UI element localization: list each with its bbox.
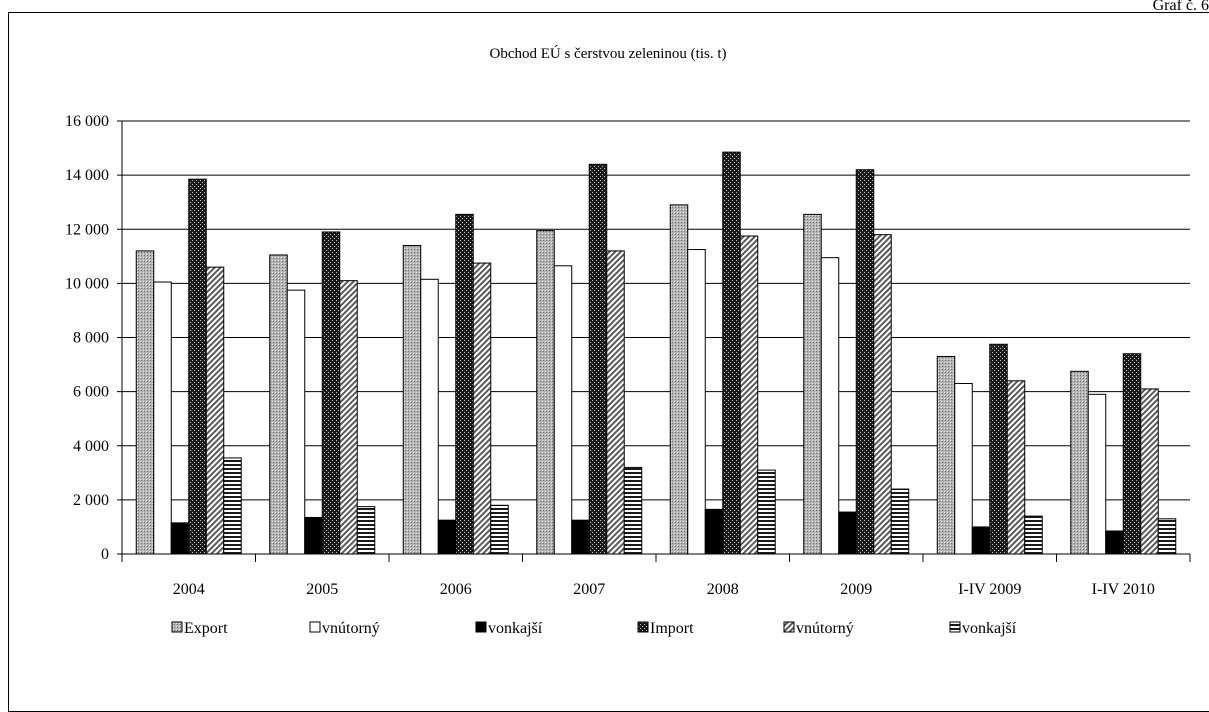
axes [117, 120, 1191, 562]
bar-vonkajší-5-0 [223, 457, 242, 555]
y-tick-label: 12 000 [65, 221, 109, 238]
bar-vnútorný-1-6 [954, 383, 973, 555]
x-tick-label: 2004 [173, 581, 205, 598]
legend-label: vnútorný [322, 620, 380, 637]
bar-import-3-5 [855, 169, 875, 555]
y-tick-label: 8 000 [73, 330, 109, 347]
bar-vnútorný-1-2 [420, 278, 439, 555]
legend-swatch [309, 621, 321, 633]
legend-swatch [949, 621, 961, 633]
bar-export-0-7 [1070, 370, 1089, 555]
bar-import-3-2 [455, 213, 474, 555]
legend-label: Import [650, 620, 694, 637]
bar-vnútorný-4-2 [472, 262, 492, 555]
bar-vonkajší-5-4 [757, 469, 776, 555]
legend-label: vonkajší [488, 620, 543, 637]
bar-vonkajší-5-2 [490, 504, 509, 555]
chart-title: Obchod EÚ s čerstvou zeleninou (tis. t) [489, 45, 726, 62]
bar-export-0-4 [669, 204, 689, 555]
bar-vnútorný-1-3 [553, 265, 573, 555]
bar-vnútorný-1-7 [1087, 393, 1107, 555]
bar-vonkajší-2-6 [971, 526, 991, 555]
bar-vnútorný-4-7 [1140, 388, 1159, 555]
y-axis-tick-labels: 0 2 000 4 000 6 000 8 000 10 000 12 000 14 000 1… [65, 113, 109, 563]
legend-swatch [637, 621, 649, 633]
bar-vnútorný-4-6 [1006, 380, 1026, 555]
legend-swatch [783, 621, 795, 633]
legend-swatch [171, 621, 183, 633]
bar-import-3-4 [722, 151, 741, 555]
bar-vnútorný-4-1 [339, 280, 358, 555]
bar-import-3-6 [989, 343, 1008, 555]
bar-import-3-7 [1122, 353, 1142, 555]
bar-vnútorný-1-1 [286, 289, 306, 555]
bar-vnútorný-1-5 [820, 257, 840, 555]
bar-export-0-1 [269, 254, 288, 555]
bar-vonkajší-2-4 [704, 508, 724, 555]
bar-vonkajší-5-1 [356, 506, 376, 555]
bar-export-0-2 [402, 244, 422, 555]
y-tick-label: 4 000 [73, 438, 109, 455]
x-tick-label: I-IV 2010 [1092, 581, 1155, 598]
bars [135, 151, 1177, 555]
bar-vnútorný-1-4 [687, 249, 706, 555]
bar-vonkajší-2-0 [170, 522, 190, 555]
x-tick-label: 2006 [440, 581, 472, 598]
bar-vonkajší-5-5 [890, 488, 910, 555]
bar-vonkajší-2-7 [1105, 530, 1124, 555]
bar-vnútorný-4-5 [873, 234, 892, 555]
bar-vnútorný-1-0 [153, 281, 172, 555]
legend: Export vnútorný vonkajší Import vnútorný vonk… [171, 620, 1017, 637]
legend-label: Export [184, 620, 228, 637]
bar-vonkajší-5-6 [1024, 515, 1043, 555]
y-tick-label: 2 000 [73, 492, 109, 509]
x-axis-category-labels: 2004 2005 2006 2007 2008 2009 I-IV 2009 I-IV 20… [173, 581, 1155, 598]
x-tick-label: 2005 [306, 581, 338, 598]
y-tick-label: 10 000 [65, 275, 109, 292]
bar-export-0-5 [803, 213, 822, 555]
bar-import-3-3 [588, 163, 608, 555]
x-tick-label: 2009 [840, 581, 872, 598]
bar-import-3-1 [321, 231, 341, 555]
legend-swatch [475, 621, 487, 633]
bar-vnútorný-4-3 [606, 250, 625, 555]
bar-import-3-0 [188, 178, 207, 555]
bar-vonkajší-2-2 [437, 519, 457, 555]
bar-export-0-3 [536, 230, 555, 555]
bar-vnútorný-4-4 [739, 235, 759, 555]
figure-number: Graf č. 6 [1152, 0, 1209, 14]
chart-svg: Obchod EÚ s čerstvou zeleninou (tis. t) … [65, 45, 1191, 637]
legend-label: vonkajší [962, 620, 1017, 637]
y-tick-label: 6 000 [73, 384, 109, 401]
legend-label: vnútorný [796, 620, 854, 637]
x-tick-label: 2007 [573, 581, 605, 598]
bar-vonkajší-5-3 [623, 466, 643, 555]
bar-vonkajší-2-5 [838, 511, 857, 555]
bar-export-0-6 [936, 355, 956, 555]
y-tick-label: 14 000 [65, 167, 109, 184]
bar-vnútorný-4-0 [205, 266, 225, 555]
y-tick-label: 0 [101, 546, 109, 563]
bar-export-0-0 [135, 250, 155, 555]
x-tick-label: I-IV 2009 [958, 581, 1021, 598]
bar-vonkajší-5-7 [1157, 518, 1177, 555]
y-tick-label: 16 000 [65, 113, 109, 130]
bar-vonkajší-2-1 [304, 516, 323, 555]
bar-vonkajší-2-3 [571, 519, 590, 555]
x-tick-label: 2008 [707, 581, 739, 598]
